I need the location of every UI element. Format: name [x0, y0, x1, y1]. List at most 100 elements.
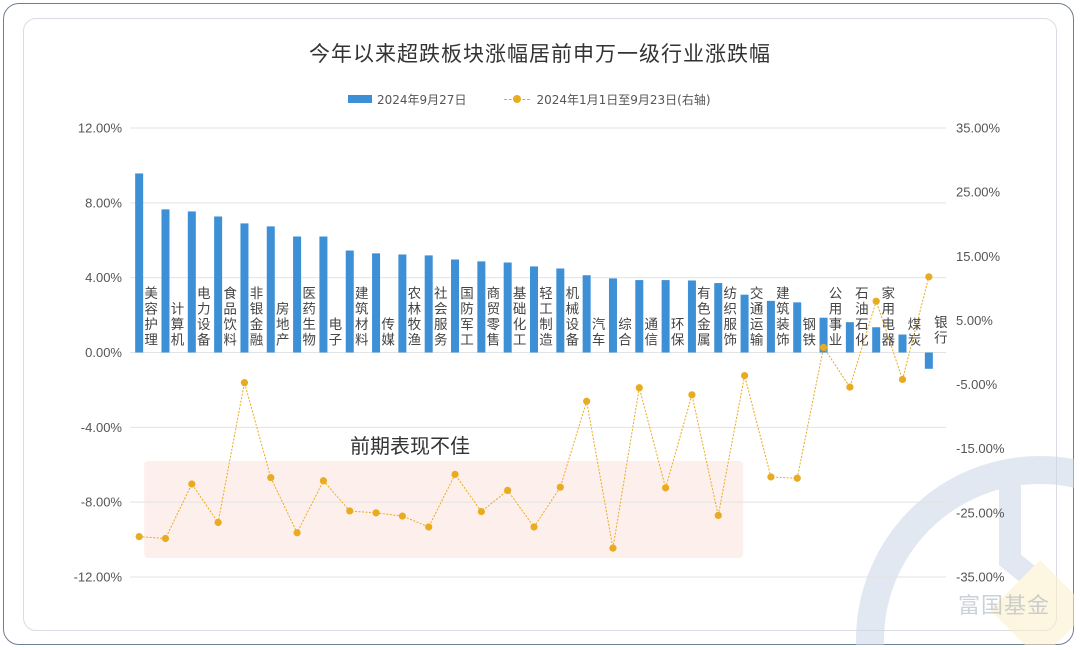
right-axis-tick: 5.00% — [956, 313, 993, 328]
bar — [135, 173, 144, 353]
category-labels: 美容护理计算机电力设备食品饮料非银金融房地产医药生物电子建筑材料传媒农林牧渔社会… — [144, 285, 948, 349]
category-label: 械 — [566, 302, 580, 318]
line-point — [477, 507, 485, 516]
highlight-box — [144, 461, 744, 558]
category-label: 服 — [434, 317, 448, 333]
category-label: 器 — [881, 333, 895, 349]
category-label: 防 — [460, 302, 474, 318]
line-point — [135, 532, 143, 541]
category-label: 非 — [250, 286, 264, 302]
legend: 2024年9月27日 2024年1月1日至9月23日(右轴) — [348, 89, 711, 109]
category-label: 传 — [381, 317, 395, 333]
bar — [266, 226, 275, 353]
line-point — [267, 473, 275, 482]
category-label: 金 — [697, 317, 711, 333]
category-label: 渔 — [408, 333, 422, 349]
category-label: 工 — [513, 333, 527, 349]
category-label: 品 — [223, 302, 237, 318]
category-label: 饰 — [724, 333, 738, 349]
bar — [845, 322, 854, 353]
category-label: 力 — [197, 302, 211, 318]
category-label: 家 — [881, 285, 895, 302]
bar — [398, 254, 407, 353]
line-point — [872, 297, 880, 305]
category-label: 国 — [460, 286, 474, 302]
category-label: 轻 — [539, 286, 553, 302]
bar — [608, 278, 617, 353]
bar — [503, 262, 512, 353]
bar — [556, 268, 565, 353]
bar — [345, 250, 354, 353]
left-axis: 12.00% 8.00% 4.00% 0.00% -4.00% -8.00% -12.00% — [74, 121, 123, 585]
category-label: 备 — [197, 332, 211, 349]
category-label: 料 — [223, 333, 237, 349]
category-label: 农 — [408, 286, 422, 302]
category-label: 生 — [302, 317, 316, 333]
category-label: 机 — [566, 286, 580, 302]
category-label: 色 — [697, 301, 711, 318]
line-point — [767, 473, 775, 481]
category-label: 药 — [302, 302, 316, 318]
line-point — [319, 477, 328, 485]
right-axis-tick: 15.00% — [956, 249, 1001, 264]
bar — [319, 236, 328, 353]
line-point — [398, 512, 406, 520]
category-label: 业 — [829, 333, 843, 349]
category-label: 融 — [250, 333, 264, 349]
category-label: 钢 — [802, 317, 816, 333]
bar — [477, 261, 486, 353]
right-axis-tick: -35.00% — [956, 570, 1005, 585]
category-label: 护 — [144, 317, 158, 333]
line-point — [161, 534, 170, 543]
category-label: 装 — [776, 317, 790, 333]
line-point — [898, 375, 907, 384]
chart-panel — [23, 18, 1057, 631]
category-label: 煤 — [908, 317, 922, 333]
category-label: 基 — [513, 285, 527, 302]
category-label: 食 — [223, 285, 237, 302]
category-label: 材 — [355, 317, 369, 333]
chart-title: 今年以来超跌板块涨幅居前申万一级行业涨跌幅 — [309, 42, 771, 66]
bar — [740, 294, 749, 353]
right-axis-tick: -5.00% — [956, 377, 998, 392]
category-label: 地 — [276, 317, 290, 333]
category-label: 纺 — [724, 286, 738, 302]
line-point — [609, 544, 617, 552]
left-axis-tick: -12.00% — [74, 570, 123, 585]
category-label: 输 — [750, 333, 764, 349]
category-label: 信 — [645, 333, 659, 349]
category-label: 理 — [144, 333, 158, 349]
right-axis: 35.00% 25.00% 15.00% 5.00% -5.00% -15.00% -25.… — [956, 121, 1005, 585]
category-label: 子 — [329, 333, 343, 349]
left-axis-tick: 8.00% — [85, 195, 122, 210]
right-axis-tick: -15.00% — [956, 441, 1005, 456]
category-label: 林 — [408, 302, 422, 318]
category-label: 制 — [539, 317, 553, 333]
category-label: 牧 — [408, 317, 422, 333]
category-label: 贸 — [487, 302, 501, 318]
category-label: 电 — [881, 317, 895, 333]
category-label: 务 — [434, 333, 448, 349]
bar — [214, 216, 223, 353]
legend-bar-swatch-icon — [348, 95, 372, 103]
bar-series — [135, 173, 933, 369]
category-label: 金 — [250, 317, 264, 333]
category-label: 筑 — [776, 302, 790, 318]
category-label: 属 — [697, 333, 711, 349]
category-label: 容 — [144, 301, 158, 318]
category-label: 设 — [566, 317, 580, 333]
line-point — [925, 273, 933, 281]
line-point — [530, 523, 538, 531]
line-point — [793, 474, 801, 482]
category-label: 石 — [855, 317, 869, 333]
line-point — [740, 371, 749, 380]
left-axis-tick: 12.00% — [78, 121, 123, 136]
left-axis-tick: 0.00% — [85, 345, 122, 360]
category-label: 产 — [276, 333, 290, 349]
bar — [793, 302, 802, 353]
category-label: 售 — [487, 333, 501, 349]
bar — [293, 236, 302, 353]
category-label: 饮 — [223, 317, 237, 333]
category-label: 通 — [645, 317, 659, 333]
